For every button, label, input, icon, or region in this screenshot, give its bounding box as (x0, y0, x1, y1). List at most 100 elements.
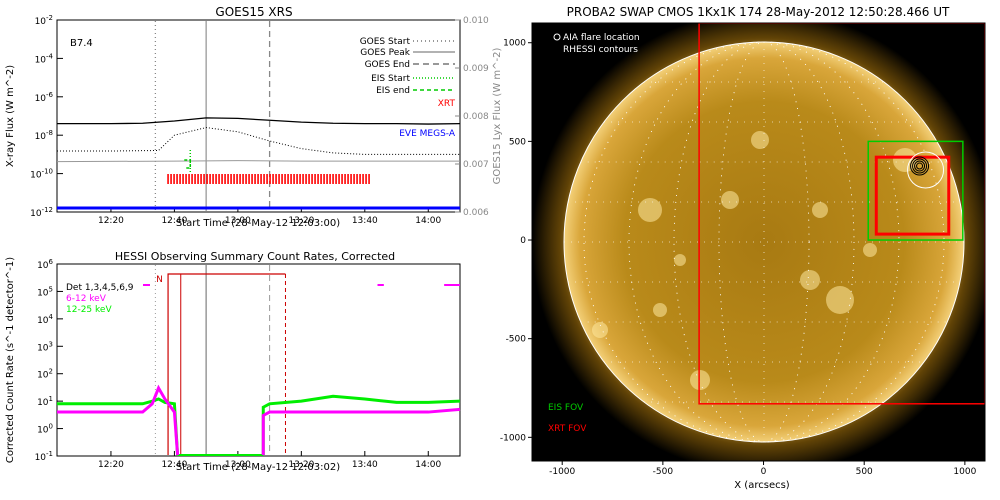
hessi-legend-entry: 12-25 keV (66, 305, 112, 315)
legend-goes-end: GOES End (365, 60, 410, 70)
goes-ytick-label: 10-8 (35, 129, 53, 142)
hessi-ytick-label: 10-1 (35, 450, 53, 463)
goes-y2tick-label: 0.008 (463, 112, 489, 122)
rhessi-legend-symbol (553, 45, 561, 53)
hessi-ytick-label: 100 (37, 423, 53, 436)
sun-grid-longitude (583, 41, 945, 443)
sun-bright-region (653, 303, 667, 317)
eis-fov-label: EIS FOV (548, 403, 584, 413)
hessi-night-bracket (167, 273, 286, 455)
sun-grid-longitude (718, 41, 810, 443)
hessi-xtick-label: 13:40 (352, 460, 378, 470)
goes-y2tick-label: 0.006 (463, 208, 489, 218)
sun-bright-region (638, 198, 662, 222)
goes-y2tick-label: 0.007 (463, 160, 489, 170)
hessi-series-line (57, 384, 180, 456)
legend-eis-end: EIS end (376, 86, 410, 96)
hessi-legend-entry: Det 1,3,4,5,6,9 (66, 283, 134, 293)
goes-ytick-label: 10-2 (35, 14, 53, 27)
swap-panel: PROBA2 SWAP CMOS 1Kx1K 174 28-May-2012 1… (500, 5, 986, 491)
hessi-ytick-label: 105 (37, 285, 53, 298)
hessi-ytick-label: 101 (37, 395, 53, 408)
goes-ytick-label: 10-12 (30, 206, 53, 219)
swap-ytick-label: 1000 (503, 39, 526, 49)
hessi-xtick-label: 13:00 (225, 460, 251, 470)
eis-end-marker (184, 159, 192, 169)
goes-ylabel: X-ray Flux (W m^-2) (5, 65, 16, 167)
rhessi-legend-label: RHESSI contours (563, 45, 638, 55)
goes-ytick-label: 10-10 (30, 168, 53, 181)
hessi-series-line (57, 397, 180, 456)
hessi-ytick-label: 104 (37, 313, 53, 326)
goes-xtick-label: 12:20 (98, 216, 124, 226)
goes-long-line (57, 117, 461, 125)
sun-grid-longitude (628, 41, 900, 443)
eis-fov-box (867, 140, 964, 241)
xrt-fov-label: XRT FOV (548, 424, 587, 434)
goes-ylabel-right: GOES15 Lyx Flux (W m^-2) (492, 48, 503, 185)
goes-y2tick-label: 0.009 (463, 64, 489, 74)
goes-xtick-label: 13:40 (352, 216, 378, 226)
hessi-panel: HESSI Observing Summary Count Rates, Cor… (5, 250, 461, 473)
hessi-ytick-label: 102 (37, 368, 53, 381)
goes-xtick-label: 13:00 (225, 216, 251, 226)
goes-xtick-label: 14:00 (415, 216, 441, 226)
swap-title: PROBA2 SWAP CMOS 1Kx1K 174 28-May-2012 1… (567, 5, 950, 19)
aia-legend-label: AIA flare location (563, 33, 640, 43)
legend-eve: EVE MEGS-A (399, 129, 456, 139)
hessi-xtick-label: 12:20 (98, 460, 124, 470)
goes-title: GOES15 XRS (215, 5, 292, 19)
goes-ytick-label: 10-6 (35, 91, 54, 104)
goes-xtick-label: 12:40 (161, 216, 187, 226)
rhessi-contour (912, 158, 928, 174)
sun-bright-region (721, 191, 739, 209)
rhessi-contour (914, 160, 926, 172)
legend-goes-peak: GOES Peak (360, 48, 410, 58)
swap-ytick-label: -1000 (500, 433, 526, 443)
goes-y2tick-label: 0.010 (463, 16, 489, 26)
rhessi-contour (916, 162, 924, 170)
swap-xlabel: X (arcsecs) (734, 480, 790, 491)
sun-bright-region (826, 286, 854, 314)
xrt-coverage (167, 174, 370, 184)
swap-ytick-label: -500 (506, 335, 527, 345)
sun-bright-region (863, 243, 877, 257)
swap-xtick-label: -500 (653, 467, 674, 477)
sun-bright-region (800, 270, 820, 290)
aia-flare-circle (907, 151, 945, 189)
xrt-fov-large-box (698, 23, 985, 405)
goes-xlabel: Start Time (28-May-12 12:03:00) (176, 218, 340, 229)
swap-xtick-label: 0 (761, 467, 767, 477)
legend-goes-start: GOES Start (360, 37, 411, 47)
hessi-xtick-label: 14:00 (415, 460, 441, 470)
legend-xrt: XRT (438, 99, 456, 109)
sun-bright-region (592, 322, 608, 338)
legend-eis-start: EIS Start (371, 74, 410, 84)
swap-ytick-label: 500 (509, 137, 526, 147)
hessi-ytick-label: 103 (37, 340, 53, 353)
rhessi-contour (910, 156, 930, 176)
goes-ytick-label: 10-4 (35, 52, 54, 65)
hessi-xtick-label: 12:40 (161, 460, 187, 470)
hessi-xlabel: Start Time (28-May-12 12:03:02) (176, 462, 340, 473)
sun-bright-region (674, 254, 686, 266)
sun-grid-longitude (673, 41, 855, 443)
swap-xtick-label: 1000 (953, 467, 976, 477)
goes-xrs-panel: GOES15 XRS 12:20 12:40 13:00 13:20 13:40 14:0… (5, 5, 503, 229)
hessi-series-line (261, 407, 461, 455)
sun-bright-region (751, 131, 769, 149)
hessi-ytick-label: 106 (37, 258, 53, 271)
goes-xtick-label: 13:20 (288, 216, 314, 226)
goes-flare-class: B7.4 (70, 38, 93, 49)
swap-xtick-label: 500 (856, 467, 873, 477)
hessi-xtick-label: 13:20 (288, 460, 314, 470)
hessi-title: HESSI Observing Summary Count Rates, Cor… (115, 250, 395, 263)
sun-bright-region (690, 370, 710, 390)
goes-lyx-line (56, 160, 460, 163)
aia-legend-symbol (553, 33, 561, 41)
hessi-night-label: N (156, 275, 163, 285)
sun-bright-region (812, 202, 828, 218)
hessi-ylabel: Corrected Count Rate (s^-1 detector^-1) (5, 257, 16, 463)
swap-xtick-label: -1000 (549, 467, 575, 477)
